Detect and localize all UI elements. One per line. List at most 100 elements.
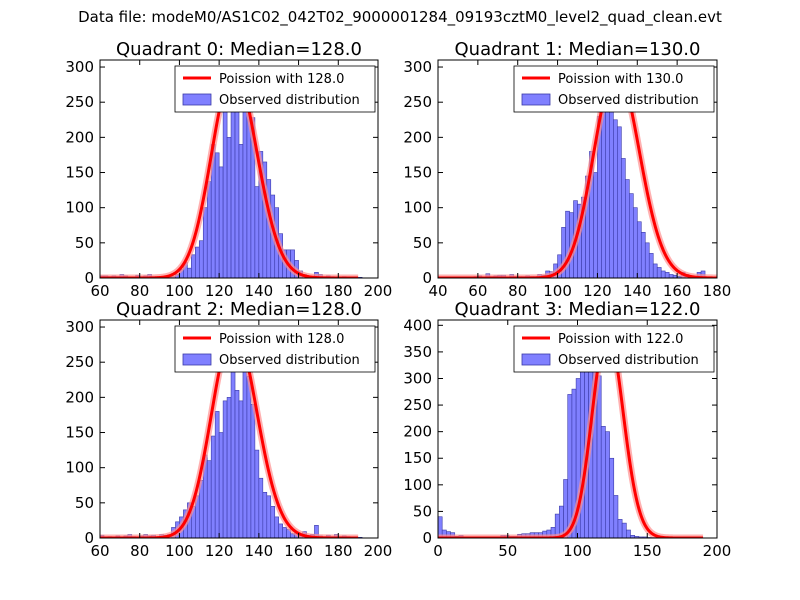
q0-xtick-label: 140 (245, 282, 274, 300)
q2-xtick-label: 180 (324, 542, 353, 560)
q2-xtick-label: 120 (205, 542, 234, 560)
q2-ytick-label: 50 (75, 494, 94, 512)
q3-ytick-label: 250 (403, 396, 432, 414)
q3-xtick-label: 150 (633, 542, 662, 560)
q3-ytick-label: 150 (403, 449, 432, 467)
q0-bar (187, 267, 192, 278)
q3-xtick-label: 200 (703, 542, 732, 560)
q1-bar (613, 119, 618, 278)
q2-bar (206, 460, 212, 538)
q2-title: Quadrant 2: Median=128.0 (116, 299, 362, 320)
q2-axes-frame (99, 319, 379, 539)
q3-ytick-label: 400 (403, 316, 432, 334)
q1-ytick-label: 200 (403, 128, 432, 146)
q0-ytick-label: 300 (65, 58, 94, 76)
q0-bar (218, 166, 224, 278)
q3-bar (609, 457, 615, 538)
q2-bar (274, 516, 280, 538)
q0-legend-bar-label: Observed distribution (219, 93, 360, 108)
q0-ytick-label: 100 (65, 199, 94, 217)
q1-legend-curve-label: Poission with 130.0 (558, 72, 683, 87)
q0-bar (254, 186, 260, 278)
q2-bar (266, 495, 272, 538)
q1-xtick-label: 40 (428, 282, 447, 300)
q3-bar (567, 394, 573, 538)
q3-bar (600, 426, 606, 538)
q3-xtick-label: 100 (563, 542, 592, 560)
q0-bar (195, 246, 200, 278)
q3-xtick-label: 50 (498, 542, 517, 560)
q2-panel: 60 80 100 120 140 160 180 200 0 50 100 150 200 250 300… (65, 299, 392, 560)
q3-ytick-label: 100 (403, 476, 432, 494)
q3-plot-area (438, 326, 704, 538)
q0-bar (242, 96, 248, 278)
q2-bar (226, 397, 232, 538)
q1-xtick-label: 180 (703, 282, 732, 300)
q2-ytick-label: 0 (84, 529, 94, 547)
q0-xtick-label: 80 (130, 282, 149, 300)
q3-legend-bar-swatch (521, 353, 551, 366)
q1-xtick-label: 160 (663, 282, 692, 300)
q0-title: Quadrant 0: Median=128.0 (116, 39, 362, 60)
q2-bar (210, 435, 216, 538)
q2-bar (270, 506, 276, 538)
q1-bar (648, 253, 654, 278)
q2-xtick-label: 80 (130, 542, 149, 560)
q3-bar (613, 495, 619, 538)
figure-title: Data file: modeM0/AS1C02_042T02_90000012… (78, 8, 722, 26)
q0-xtick-label: 60 (90, 282, 109, 300)
q1-poisson-curve (438, 68, 717, 278)
q1-ytick-label: 100 (403, 199, 432, 217)
q1-bar (632, 207, 638, 278)
q2-ytick-label: 300 (65, 318, 94, 336)
q2-xtick-label: 60 (90, 542, 109, 560)
q3-legend: Poission with 122.0 Observed distribution (513, 325, 715, 373)
q0-bar (222, 104, 228, 278)
q2-xtick-label: 140 (245, 542, 274, 560)
q2-bar (262, 491, 268, 538)
q2-legend-curve-label: Poission with 128.0 (219, 332, 344, 347)
q1-bar (652, 263, 658, 278)
q1-panel: 40 60 80 100 120 140 160 180 0 50 100 150 200 250 300 Q… (403, 39, 732, 300)
q1-axes-frame (437, 59, 718, 279)
q2-xtick-label: 200 (364, 542, 393, 560)
q0-legend-curve-label: Poission with 128.0 (219, 72, 344, 87)
q1-xtick-label: 100 (543, 282, 572, 300)
q1-bar (660, 270, 666, 278)
q1-ytick-label: 150 (403, 164, 432, 182)
q3-ytick-label: 50 (413, 502, 432, 520)
q0-xtick-label: 100 (165, 282, 194, 300)
q1-bar (593, 172, 598, 278)
q2-bar (282, 527, 287, 538)
q0-bar (191, 254, 196, 278)
q3-bar (596, 375, 602, 538)
q1-xtick-label: 140 (623, 282, 652, 300)
q0-panel: 60 80 100 120 140 160 180 200 0 50 100 150 200 250 300… (65, 39, 392, 300)
q1-xtick-label: 60 (468, 282, 487, 300)
q2-bar (246, 375, 252, 538)
q1-legend-bar-swatch (521, 93, 551, 106)
q1-bar (664, 272, 670, 278)
q3-ytick-label: 300 (403, 369, 432, 387)
q0-xtick-label: 160 (284, 282, 313, 300)
q1-xtick-label: 120 (583, 282, 612, 300)
q0-ytick-label: 250 (65, 93, 94, 111)
q0-ytick-label: 200 (65, 128, 94, 146)
q1-bar (617, 126, 622, 278)
q0-xtick-label: 180 (324, 282, 353, 300)
q3-xtick-label: 0 (433, 542, 443, 560)
q2-ytick-label: 250 (65, 353, 94, 371)
q1-ytick-label: 250 (403, 93, 432, 111)
q0-bar (234, 94, 240, 278)
q0-axes-frame (99, 59, 379, 279)
q2-bar (218, 432, 224, 538)
q3-bar (617, 519, 623, 538)
q1-bar (636, 221, 642, 278)
q3-panel: 0 50 100 150 200 0 50 100 150 200 250 300 350 400 Quad… (403, 299, 731, 560)
q1-bar (621, 158, 626, 278)
q3-poisson-curve (438, 328, 704, 538)
q3-title: Quadrant 3: Median=122.0 (455, 299, 701, 320)
q0-ytick-label: 0 (84, 269, 94, 287)
q3-bar (605, 431, 610, 538)
